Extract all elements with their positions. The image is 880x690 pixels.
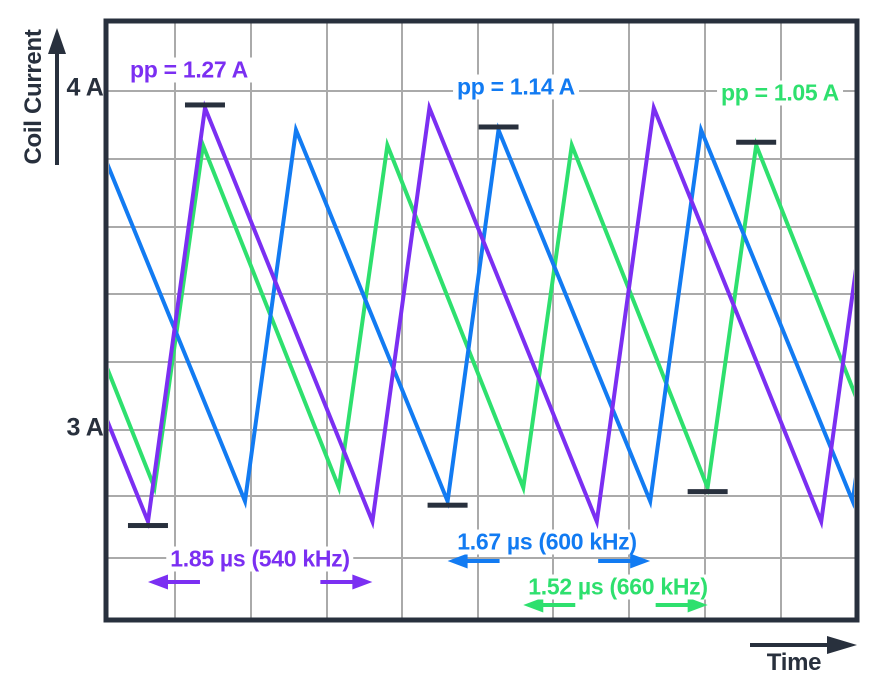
pp-label-600khz: pp = 1.14 A: [453, 74, 579, 100]
y-tick-label-3a: 3 A: [66, 413, 104, 442]
period-arrow-right-600khz-head: [630, 553, 651, 569]
y-axis-arrow-icon: [48, 28, 66, 165]
pp-label-660khz: pp = 1.05 A: [717, 80, 843, 106]
waveform-540khz: [109, 100, 854, 530]
period-label-660khz: 1.52 µs (660 kHz): [524, 574, 712, 600]
pp-label-540khz: pp = 1.27 A: [126, 57, 252, 83]
period-label-600khz: 1.67 µs (600 kHz): [453, 529, 641, 555]
x-axis-title: Time: [766, 649, 822, 676]
period-arrow-left-660khz-head: [523, 597, 544, 613]
plot-border: [103, 18, 860, 623]
period-arrow-left-600khz-head: [447, 553, 468, 569]
peak-marker-660khz: [736, 139, 777, 145]
waveform-660khz: [109, 137, 854, 496]
valley-marker-600khz: [427, 502, 468, 508]
period-arrow-left-540khz-head: [147, 574, 168, 590]
annotations: [127, 102, 777, 613]
period-arrow-right-660khz-head: [687, 597, 708, 613]
valley-marker-540khz: [127, 523, 168, 529]
peak-marker-600khz: [478, 124, 519, 130]
period-label-540khz: 1.85 µs (540 kHz): [166, 546, 354, 572]
y-axis-title: Coil Current: [20, 29, 47, 165]
period-arrow-right-540khz-head: [352, 574, 373, 590]
waveforms: [109, 100, 854, 530]
peak-marker-540khz: [184, 102, 225, 108]
waveform-600khz: [109, 122, 854, 509]
valley-marker-660khz: [687, 489, 728, 495]
x-axis-arrow-icon: [750, 636, 857, 654]
y-tick-label-4a: 4 A: [66, 73, 104, 102]
